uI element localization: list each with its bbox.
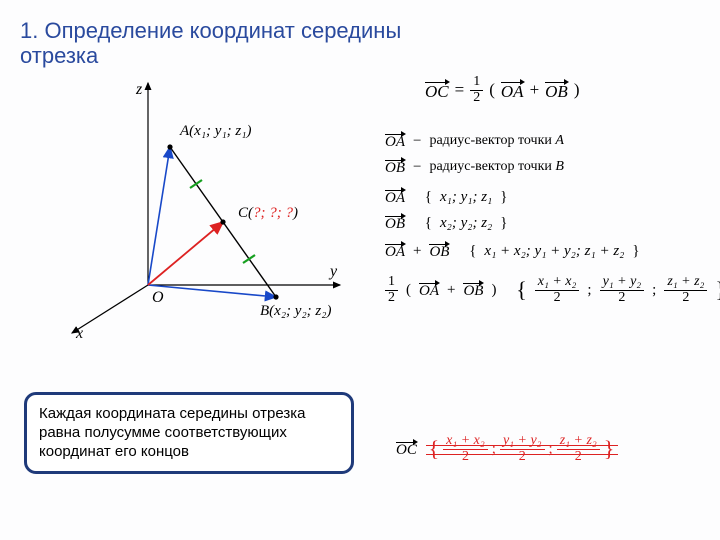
math-column: OA − радиус-вектор точки A OB − радиус-в… (385, 125, 705, 311)
axis-x-label: x (76, 325, 83, 343)
vec-oc: OC (425, 79, 449, 102)
strike-line (426, 454, 618, 455)
final-formula: OC { x₁ + x₂2 ; y₁ + y₂2 ; z₁ + z₂2 } (390, 430, 620, 468)
axis-y-label: y (330, 263, 337, 281)
equation-oc: OC = 12 (OA + OB) (425, 75, 580, 105)
point-c-label: C(?; ?; ?) (238, 205, 298, 222)
line-ob-coords: OB {x₂; y₂; z₂} (385, 213, 705, 233)
midpoint-diagram: z y x O A(x₁; y₁; z₁) B(x₂; y₂; z₂) C(?;… (30, 75, 360, 345)
line-sum: OA + OB {x₁ + x₂; y₁ + y₂; z₁ + z₂} (385, 241, 705, 261)
line-ob-desc: OB − радиус-вектор точки B (385, 157, 705, 177)
strike-line (426, 445, 618, 446)
line-oa-coords: OA {x₁; y₁; z₁} (385, 187, 705, 207)
axis-z-label: z (136, 81, 142, 99)
origin-label: O (152, 289, 164, 307)
line-half: 12 (OA + OB) { x₁ + x₂2 ; y₁ + y₂2 ; z₁ … (385, 275, 705, 305)
line-oa-desc: OA − радиус-вектор точки A (385, 131, 705, 151)
point-a-label: A(x₁; y₁; z₁) (180, 123, 251, 140)
rule-box: Каждая координата середины отрезка равна… (24, 392, 354, 474)
point-b-label: B(x₂; y₂; z₂) (260, 303, 331, 320)
page-title: 1. Определение координат середины отрезк… (20, 18, 440, 69)
